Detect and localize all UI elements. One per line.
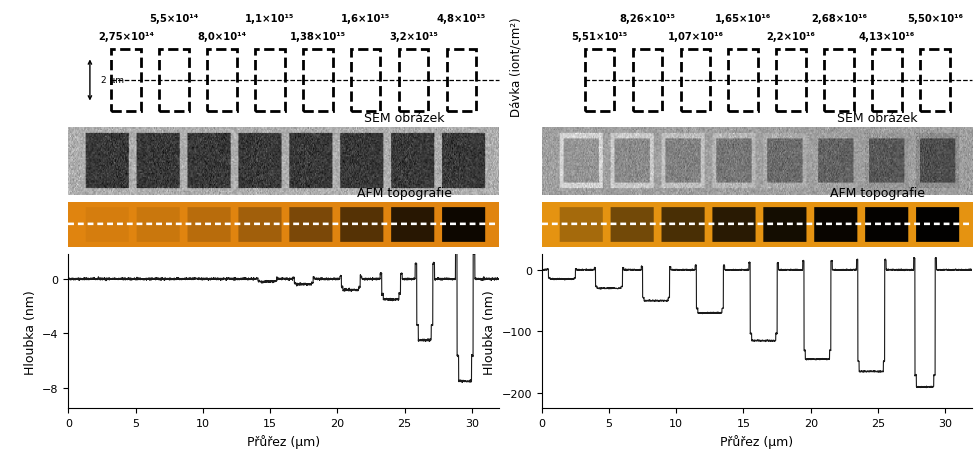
Bar	[159, 50, 189, 112]
Text: 2,68×10¹⁶: 2,68×10¹⁶	[811, 14, 867, 24]
Bar	[351, 50, 380, 112]
Text: 2,2×10¹⁶: 2,2×10¹⁶	[767, 32, 816, 41]
Bar	[399, 50, 428, 112]
Text: SEM obrázek: SEM obrázek	[837, 112, 917, 125]
Bar	[446, 50, 476, 112]
Text: 8,0×10¹⁴: 8,0×10¹⁴	[197, 32, 246, 41]
Text: 5,5×10¹⁴: 5,5×10¹⁴	[149, 14, 198, 24]
Text: 1,65×10¹⁶: 1,65×10¹⁶	[715, 14, 772, 24]
X-axis label: Přůřez (μm): Přůřez (μm)	[247, 434, 320, 448]
Bar	[920, 50, 950, 112]
Bar	[825, 50, 854, 112]
Text: 5,50×10¹⁶: 5,50×10¹⁶	[907, 14, 962, 24]
Bar	[729, 50, 758, 112]
Text: 8,26×10¹⁵: 8,26×10¹⁵	[619, 14, 675, 24]
Bar	[303, 50, 332, 112]
Text: 1,07×10¹⁶: 1,07×10¹⁶	[667, 32, 723, 41]
X-axis label: Přůřez (μm): Přůřez (μm)	[720, 434, 793, 448]
Text: 1,38×10¹⁵: 1,38×10¹⁵	[290, 32, 346, 41]
Text: Dávka (iont/cm²): Dávka (iont/cm²)	[509, 17, 523, 117]
Text: 1,6×10¹⁵: 1,6×10¹⁵	[341, 14, 390, 24]
Bar	[207, 50, 236, 112]
Y-axis label: Hloubka (nm): Hloubka (nm)	[483, 289, 496, 374]
Bar	[681, 50, 710, 112]
Text: SEM obrázek: SEM obrázek	[363, 112, 445, 125]
Text: 3,2×10¹⁵: 3,2×10¹⁵	[389, 32, 438, 41]
Text: 1,1×10¹⁵: 1,1×10¹⁵	[245, 14, 295, 24]
Text: AFM topografie: AFM topografie	[357, 186, 451, 200]
Bar	[255, 50, 284, 112]
Bar	[633, 50, 662, 112]
Text: 5,51×10¹⁵: 5,51×10¹⁵	[572, 32, 628, 41]
Bar	[872, 50, 902, 112]
Text: AFM topografie: AFM topografie	[829, 186, 925, 200]
Text: 2 μm: 2 μm	[101, 76, 124, 85]
Text: 2,75×10¹⁴: 2,75×10¹⁴	[99, 32, 154, 41]
Text: 4,8×10¹⁵: 4,8×10¹⁵	[437, 14, 486, 24]
Text: 4,13×10¹⁶: 4,13×10¹⁶	[859, 32, 915, 41]
Bar	[585, 50, 615, 112]
Bar	[111, 50, 141, 112]
Y-axis label: Hloubka (nm): Hloubka (nm)	[23, 289, 36, 374]
Bar	[777, 50, 806, 112]
